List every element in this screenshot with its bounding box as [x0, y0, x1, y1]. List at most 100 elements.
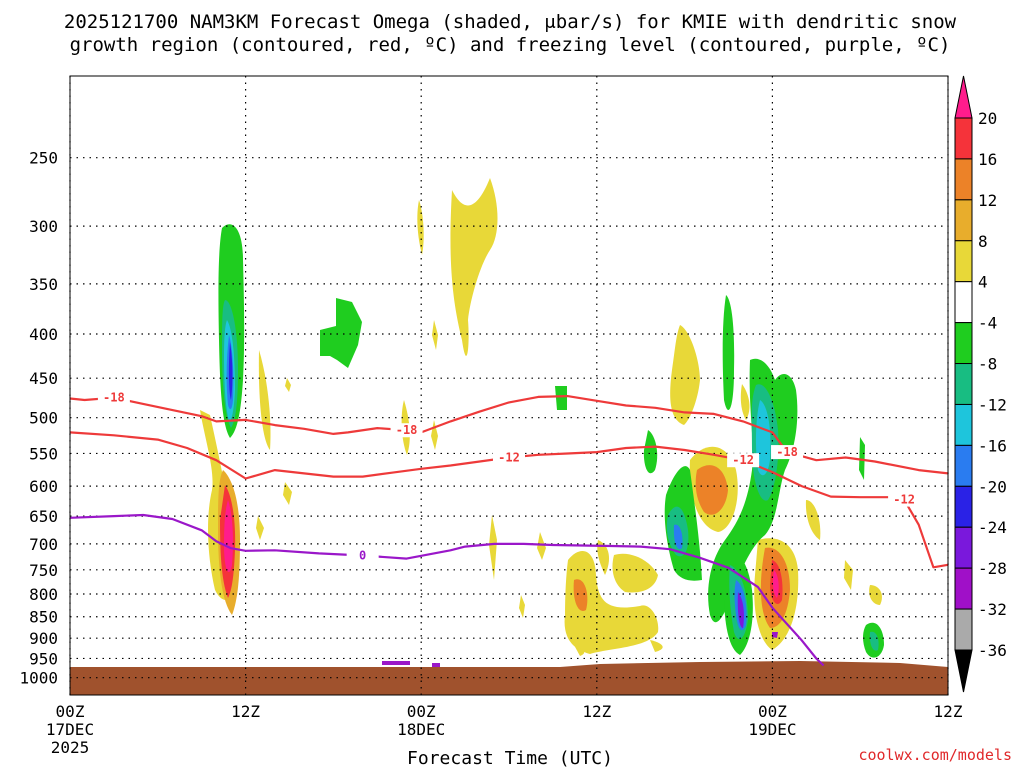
x-tick-label: 12Z [231, 702, 260, 721]
contour-label: -12 [732, 453, 754, 467]
contour-label: -18 [396, 423, 418, 437]
y-tick-label: 600 [29, 477, 58, 496]
y-tick-label: 250 [29, 149, 58, 168]
omega-blob-positive [650, 640, 663, 652]
contour-label: -18 [776, 445, 798, 459]
colorbar-arrow-top [954, 75, 973, 119]
omega-blob-positive [432, 320, 438, 350]
contour-label: 0 [359, 549, 366, 563]
colorbar-swatch [954, 199, 973, 242]
omega-blob-negative [643, 430, 658, 474]
y-tick-label: 1000 [19, 669, 58, 688]
omega-blob-positive [844, 560, 853, 590]
x-tick-label: 17DEC [46, 720, 94, 739]
omega-blob-positive [224, 500, 233, 573]
y-tick-label: 750 [29, 561, 58, 580]
contour-label-bg [346, 548, 379, 563]
x-tick-label: 12Z [582, 702, 611, 721]
omega-blob-positive [258, 350, 271, 450]
omega-blob-positive [612, 553, 658, 593]
colorbar-swatch [954, 281, 973, 324]
omega-blob-positive [670, 325, 700, 425]
x-tick-label: 19DEC [748, 720, 796, 739]
contour-label-bg [727, 453, 760, 468]
colorbar-tick-label: -12 [978, 395, 1007, 414]
contour-line-0 [69, 513, 825, 667]
omega-blob-positive [519, 595, 525, 618]
omega-blob-positive [597, 540, 610, 575]
x-axis-label: Forecast Time (UTC) [407, 748, 613, 768]
contour-lines: -18 -18 -18 -12 -12 -12 0 [69, 390, 949, 667]
omega-blob-negative [320, 298, 362, 368]
omega-blob-negative [673, 524, 683, 550]
colorbar-tick-label: 4 [978, 273, 988, 292]
omega-blob-positive [431, 420, 438, 450]
credit-link[interactable]: coolwx.com/models [858, 746, 1012, 764]
omega-blob-positive [537, 532, 546, 560]
omega-shading [200, 178, 884, 667]
omega-blob-negative [722, 295, 735, 410]
colorbar-tick-label: -16 [978, 436, 1007, 455]
y-tick-label: 300 [29, 217, 58, 236]
y-tick-label: 650 [29, 507, 58, 526]
y-axis-ticks: 250 300 350 400 450 500 550 600 650 700 750 800 850 9… [19, 149, 58, 688]
omega-blob-negative [859, 437, 865, 480]
colorbar-tick-label: -24 [978, 518, 1007, 537]
omega-blob-positive [869, 585, 882, 605]
x-tick-label: 2025 [51, 738, 90, 757]
contour-label-bg [771, 445, 804, 460]
contour-label-bg [888, 492, 921, 507]
y-tick-label: 350 [29, 275, 58, 294]
colorbar-swatch [954, 526, 973, 569]
omega-blob-positive [256, 516, 264, 540]
y-tick-label: 800 [29, 585, 58, 604]
omega-blob-negative [432, 663, 440, 667]
omega-blob-negative [382, 661, 410, 665]
x-tick-label: 00Z [758, 702, 787, 721]
omega-blob-positive [283, 482, 292, 505]
omega-blob-positive [773, 570, 779, 598]
colorbar-swatch [954, 322, 973, 365]
colorbar-tick-label: -20 [978, 477, 1007, 496]
contour-line--12 [69, 431, 949, 569]
colorbar-tick-label: -28 [978, 559, 1007, 578]
omega-blob-positive [285, 378, 291, 392]
colorbar-swatch [954, 158, 973, 201]
x-tick-label: 18DEC [397, 720, 445, 739]
contour-label-bg [390, 423, 423, 438]
contour-label: -12 [498, 451, 520, 465]
colorbar: 20 16 12 8 4 -4 -8 -12 -16 -20 -24 -28 -32 -36 [954, 75, 1007, 693]
y-tick-label: 550 [29, 444, 58, 463]
chart-title-line2: growth region (contoured, red, ºC) and f… [70, 34, 951, 56]
omega-blob-negative [869, 631, 879, 651]
omega-blob-positive [417, 200, 424, 255]
x-tick-label: 12Z [934, 702, 963, 721]
colorbar-tick-label: -32 [978, 600, 1007, 619]
colorbar-swatch [954, 444, 973, 487]
y-tick-label: 400 [29, 325, 58, 344]
colorbar-tick-label: -8 [978, 355, 997, 374]
colorbar-tick-label: 8 [978, 232, 988, 251]
omega-blob-negative [228, 342, 233, 400]
omega-blob-positive [489, 515, 497, 580]
contour-label-bg [493, 450, 525, 465]
omega-blob-positive [805, 500, 821, 540]
colorbar-swatch [954, 485, 973, 528]
omega-blob-negative [772, 632, 778, 638]
y-tick-label: 950 [29, 649, 58, 668]
colorbar-arrow-bottom [954, 649, 973, 693]
colorbar-swatch [954, 403, 973, 446]
colorbar-tick-label: 20 [978, 109, 997, 128]
colorbar-swatch [954, 567, 973, 610]
contour-label: -18 [103, 391, 125, 405]
omega-blob-positive [564, 551, 659, 654]
y-tick-label: 500 [29, 409, 58, 428]
colorbar-swatch [954, 117, 973, 160]
y-tick-label: 700 [29, 535, 58, 554]
omega-blob-positive [695, 465, 728, 515]
x-tick-label: 00Z [56, 702, 85, 721]
y-tick-label: 450 [29, 369, 58, 388]
gridlines [69, 76, 949, 695]
